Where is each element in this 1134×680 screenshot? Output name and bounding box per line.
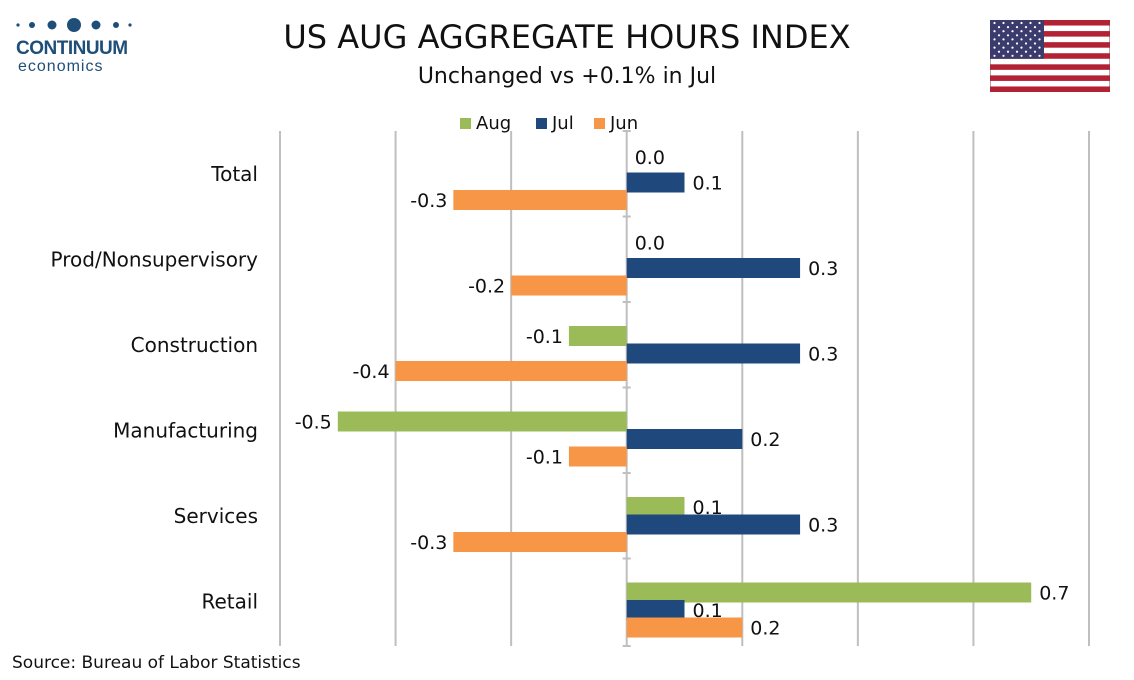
data-label-jul-retail: 0.1	[693, 600, 723, 622]
bar-aug-manufacturing	[337, 411, 627, 432]
bar-jun-retail	[626, 617, 743, 638]
brand-name: CONTINUUM	[16, 38, 128, 59]
data-label-aug-construction: -0.1	[526, 326, 563, 348]
brand-logo: CONTINUUM economics	[12, 14, 142, 75]
data-label-aug-prod-nonsupervisory: 0.0	[635, 233, 665, 255]
bar-jul-manufacturing	[626, 429, 743, 449]
chart-title: US AUG AGGREGATE HOURS INDEX	[283, 18, 851, 56]
legend-label-aug: Aug	[476, 113, 511, 134]
bar-aug-services	[626, 497, 685, 517]
data-label-jun-prod-nonsupervisory: -0.2	[468, 276, 505, 298]
bar-jul-construction	[626, 343, 801, 364]
data-label-jun-services: -0.3	[410, 532, 447, 554]
data-label-jul-construction: 0.3	[808, 344, 838, 366]
bar-jul-services	[626, 514, 801, 535]
chart-subtitle: Unchanged vs +0.1% in Jul	[417, 64, 717, 89]
bar-aug-construction	[568, 326, 627, 346]
legend-label-jun: Jun	[609, 113, 638, 134]
category-label-services: Services	[174, 504, 258, 528]
legend-swatch-jun	[594, 118, 605, 129]
category-label-total: Total	[210, 162, 258, 186]
logo-dots-icon	[16, 18, 132, 32]
category-label-manufacturing: Manufacturing	[113, 418, 258, 442]
category-label-construction: Construction	[131, 333, 258, 357]
data-label-aug-retail: 0.7	[1039, 583, 1069, 605]
legend-label-jul: Jul	[551, 113, 574, 134]
bar-aug-retail	[626, 582, 1032, 603]
source-note: Source: Bureau of Labor Statistics	[12, 653, 301, 673]
us-flag-icon	[990, 20, 1110, 92]
brand-sub: economics	[18, 58, 104, 75]
data-label-aug-manufacturing: -0.5	[295, 412, 332, 434]
data-label-jul-services: 0.3	[808, 515, 838, 537]
data-label-jul-prod-nonsupervisory: 0.3	[808, 258, 838, 280]
category-label-retail: Retail	[201, 589, 258, 613]
data-label-aug-total: 0.0	[635, 147, 665, 169]
data-label-jun-total: -0.3	[410, 190, 447, 212]
data-label-jul-manufacturing: 0.2	[750, 429, 780, 451]
bar-jun-total	[453, 190, 627, 210]
bar-jun-services	[453, 532, 627, 552]
legend-swatch-aug	[460, 118, 471, 129]
data-label-jun-construction: -0.4	[352, 361, 389, 383]
data-label-aug-services: 0.1	[693, 497, 723, 519]
bar-jun-prod-nonsupervisory	[511, 275, 627, 296]
bar-jul-total	[626, 172, 685, 193]
data-label-jun-retail: 0.2	[750, 618, 780, 640]
data-label-jun-manufacturing: -0.1	[526, 447, 563, 469]
bar-jun-construction	[395, 361, 627, 381]
category-label-prod-nonsupervisory: Prod/Nonsupervisory	[51, 247, 259, 271]
data-label-jul-total: 0.1	[693, 173, 723, 195]
bar-jul-prod-nonsupervisory	[626, 258, 801, 278]
bar-jun-manufacturing	[568, 446, 627, 467]
legend-swatch-jul	[536, 118, 547, 129]
bar-jul-retail	[626, 600, 685, 620]
